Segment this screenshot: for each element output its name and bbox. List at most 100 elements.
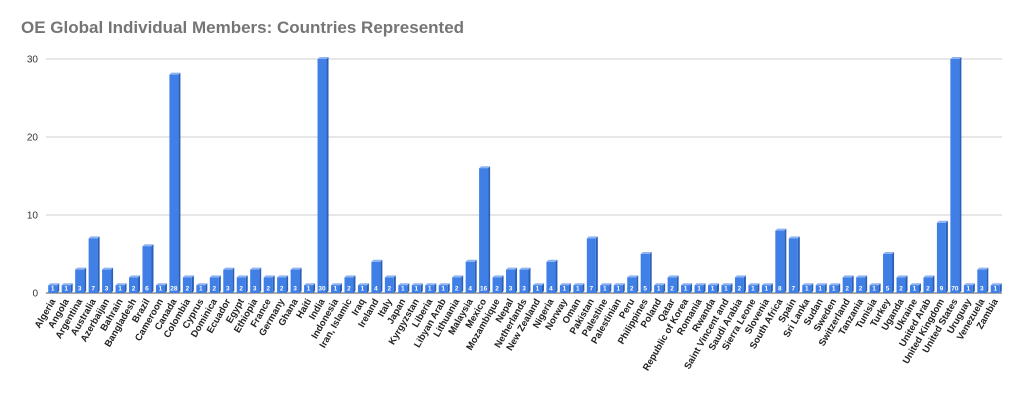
bar <box>977 269 987 293</box>
data-label: 1 <box>711 286 715 293</box>
bar-group: 1 <box>748 283 760 293</box>
bar-side <box>945 220 948 293</box>
bar-side <box>474 259 477 293</box>
bar-top <box>667 275 679 278</box>
bar-group: 3 <box>290 267 302 293</box>
data-label: 3 <box>509 286 513 293</box>
bar-top <box>546 259 558 262</box>
bar-group: 1 <box>613 283 625 293</box>
bar-top <box>654 283 666 286</box>
bar-top <box>438 283 450 286</box>
data-label: 1 <box>913 286 917 293</box>
data-label: 1 <box>536 286 540 293</box>
bar-top <box>829 283 841 286</box>
bar-side <box>138 275 141 293</box>
bar-top <box>640 252 652 254</box>
data-label: 2 <box>212 286 216 293</box>
bar-side <box>636 275 639 293</box>
bar-group: 9 <box>936 220 948 293</box>
bar-group: 1 <box>411 283 423 293</box>
data-label: 3 <box>78 286 82 293</box>
data-label: 1 <box>361 286 365 293</box>
bar-top <box>856 275 868 278</box>
bar <box>936 222 946 293</box>
bar-side <box>838 283 841 293</box>
data-label: 1 <box>159 286 163 293</box>
bar-side <box>851 275 854 293</box>
bar-top <box>452 275 464 278</box>
bar-group: 2 <box>842 275 854 293</box>
bar <box>196 285 206 293</box>
bar-top <box>977 267 989 270</box>
y-tick-label: 20 <box>27 133 39 144</box>
bar-group: 2 <box>209 275 221 293</box>
data-label: 3 <box>980 286 984 293</box>
category-labels: AlgeriaAngolaArgentinaAustraliaAzerbaija… <box>33 296 1002 373</box>
bar-group: 2 <box>923 275 935 293</box>
bar-side <box>434 283 437 293</box>
bar <box>115 285 125 293</box>
bar-group: 1 <box>802 283 814 293</box>
bar-top <box>936 220 948 223</box>
data-label: 7 <box>590 286 594 293</box>
bar-top <box>384 275 396 278</box>
data-label: 2 <box>495 286 499 293</box>
bar <box>236 277 246 293</box>
bar <box>869 285 879 293</box>
bar-side <box>878 283 881 293</box>
data-label: 2 <box>926 286 930 293</box>
data-label: 70 <box>951 286 959 293</box>
bar-top <box>129 275 141 278</box>
data-label: 2 <box>280 286 284 293</box>
bar-side <box>380 259 383 293</box>
bar <box>102 269 112 293</box>
bar-side <box>743 275 746 293</box>
bar <box>155 285 165 293</box>
bar-top <box>519 267 531 270</box>
bar <box>317 59 327 293</box>
bar-side <box>326 57 329 293</box>
data-label: 2 <box>845 286 849 293</box>
bar-top <box>263 275 275 278</box>
bar-side <box>124 283 127 293</box>
bar-side <box>313 283 316 293</box>
bar-side <box>447 283 450 293</box>
data-label: 2 <box>347 286 351 293</box>
bar-top <box>290 267 302 270</box>
bar <box>815 285 825 293</box>
bar-side <box>824 283 827 293</box>
bar-top <box>61 283 73 286</box>
bar-side <box>865 275 868 293</box>
bar-top <box>627 275 639 278</box>
bar <box>492 277 502 293</box>
data-label: 1 <box>576 286 580 293</box>
bar-top <box>802 283 814 286</box>
data-label: 1 <box>805 286 809 293</box>
data-label: 1 <box>563 286 567 293</box>
bar-top <box>102 267 114 270</box>
bar-side <box>690 283 693 293</box>
bar-side <box>151 244 154 293</box>
bar-side <box>609 283 612 293</box>
data-label: 3 <box>293 286 297 293</box>
bar-group: 7 <box>88 236 100 293</box>
bar-group: 4 <box>465 259 477 293</box>
data-label: 1 <box>51 286 55 293</box>
bar <box>398 285 408 293</box>
bar <box>748 285 758 293</box>
bar-top <box>950 57 962 59</box>
bar <box>452 277 462 293</box>
bar-group: 1 <box>573 283 585 293</box>
bar <box>290 269 300 293</box>
data-label: 1 <box>603 286 607 293</box>
data-label: 28 <box>170 286 178 293</box>
bar-side <box>568 283 571 293</box>
bar-group: 1 <box>532 283 544 293</box>
data-label: 9 <box>940 286 944 293</box>
bar <box>209 277 219 293</box>
bar-side <box>986 267 989 293</box>
bar <box>950 59 960 293</box>
bar-top <box>990 283 1002 286</box>
bar-top <box>681 283 693 286</box>
